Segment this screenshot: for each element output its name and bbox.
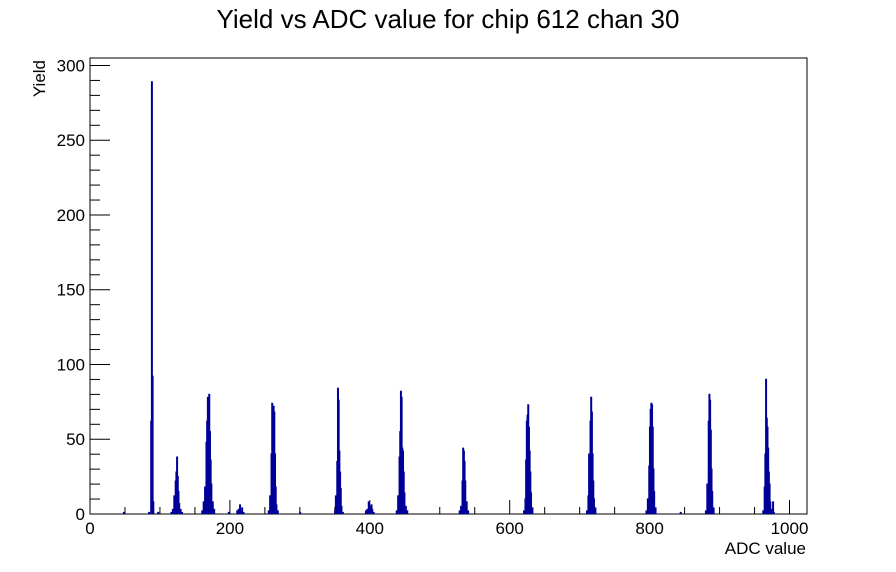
histogram-bin [241,507,244,514]
histogram-bin [371,508,374,514]
y-tick-label: 0 [76,505,85,524]
histogram-bin [239,504,242,514]
histogram-bin [340,505,343,514]
histogram-bin [237,508,240,514]
histogram-bin [646,498,649,514]
histogram-bin [151,375,154,514]
histogram-bin [372,511,375,514]
histogram-bin [406,510,409,514]
histogram-bin [276,510,279,514]
y-tick-label: 100 [57,355,85,374]
histogram-bin [404,505,407,514]
histogram-bin [178,502,181,514]
histogram-bin [712,507,715,514]
histogram-bin [467,510,470,514]
histogram-bin [458,510,461,514]
x-axis-ticks: 0 200 400 600 800 1000 [85,500,808,538]
x-tick-label: 200 [216,519,244,538]
histogram-bin [531,507,534,514]
histogram-bin [239,510,242,514]
histogram-bin [152,501,155,514]
histogram-bin [341,511,344,514]
histogram-bin [530,492,533,514]
histogram-bin [770,508,773,514]
histogram-bin [366,508,369,514]
y-tick-label: 200 [57,206,85,225]
histogram-bin [201,510,204,514]
histogram-bin [171,508,174,514]
histogram-series [122,81,775,514]
histogram-bin [762,510,765,514]
histogram-bin [236,510,239,514]
y-axis-ticks: 0 50 100 150 200 250 300 [57,56,110,524]
histogram-bin [339,487,342,514]
histogram-bin [369,505,372,514]
histogram-bin [180,511,183,514]
histogram-bin [157,511,160,514]
histogram-bin [704,510,707,514]
histogram-bin [267,510,270,514]
histogram-bin [772,501,775,514]
histogram-bin [654,507,657,514]
x-tick-label: 1000 [771,519,809,538]
histogram-bin [403,492,406,514]
histogram-bin [711,490,714,514]
y-tick-label: 300 [57,56,85,75]
histogram-bin [645,510,648,514]
histogram-bin [274,453,277,514]
histogram-bin [364,510,367,514]
histogram-bin [242,511,245,514]
histogram-bin [523,510,526,514]
histogram-bin [299,511,302,514]
x-tick-label: 0 [85,519,94,538]
histogram-bin [653,490,656,514]
y-axis-label: Yield [30,60,49,97]
x-tick-label: 400 [356,519,384,538]
histogram-bin [586,510,589,514]
histogram-bin [210,483,213,514]
histogram-bin [173,495,176,514]
plot-frame [89,57,808,515]
x-axis-label: ADC value [725,539,806,558]
y-tick-label: 250 [57,131,85,150]
histogram-bin [227,511,230,514]
histogram-bin [274,486,277,514]
histogram-bin [594,507,597,514]
histogram-bin [772,511,775,514]
histogram-bin [679,511,682,514]
histogram-bin [397,495,400,514]
histogram-bin [179,508,182,514]
histogram-bin [170,511,173,514]
y-tick-label: 50 [66,430,85,449]
histogram-bin [177,490,180,514]
x-tick-label: 600 [496,519,524,538]
histogram-bin [592,498,595,514]
histogram-bin [269,495,272,514]
histogram-bin [592,480,595,514]
histogram-bin [275,504,278,514]
chart-title: Yield vs ADC value for chip 612 chan 30 [217,4,680,34]
histogram-bin [769,501,772,514]
histogram-bin [768,483,771,514]
y-tick-label: 150 [57,281,85,300]
histogram-bin [122,511,125,514]
histogram-bin [460,505,463,514]
histogram-bin [213,508,216,514]
histogram-bin [367,501,370,514]
histogram-bin [464,480,467,514]
histogram-bin [204,486,207,514]
histogram-bin [211,501,214,514]
histogram-bin [150,81,153,514]
histogram-bin [148,511,151,514]
histogram-bin [202,501,205,514]
histogram-bin [395,510,398,514]
histogram-bin [465,501,468,514]
x-tick-label: 800 [635,519,663,538]
